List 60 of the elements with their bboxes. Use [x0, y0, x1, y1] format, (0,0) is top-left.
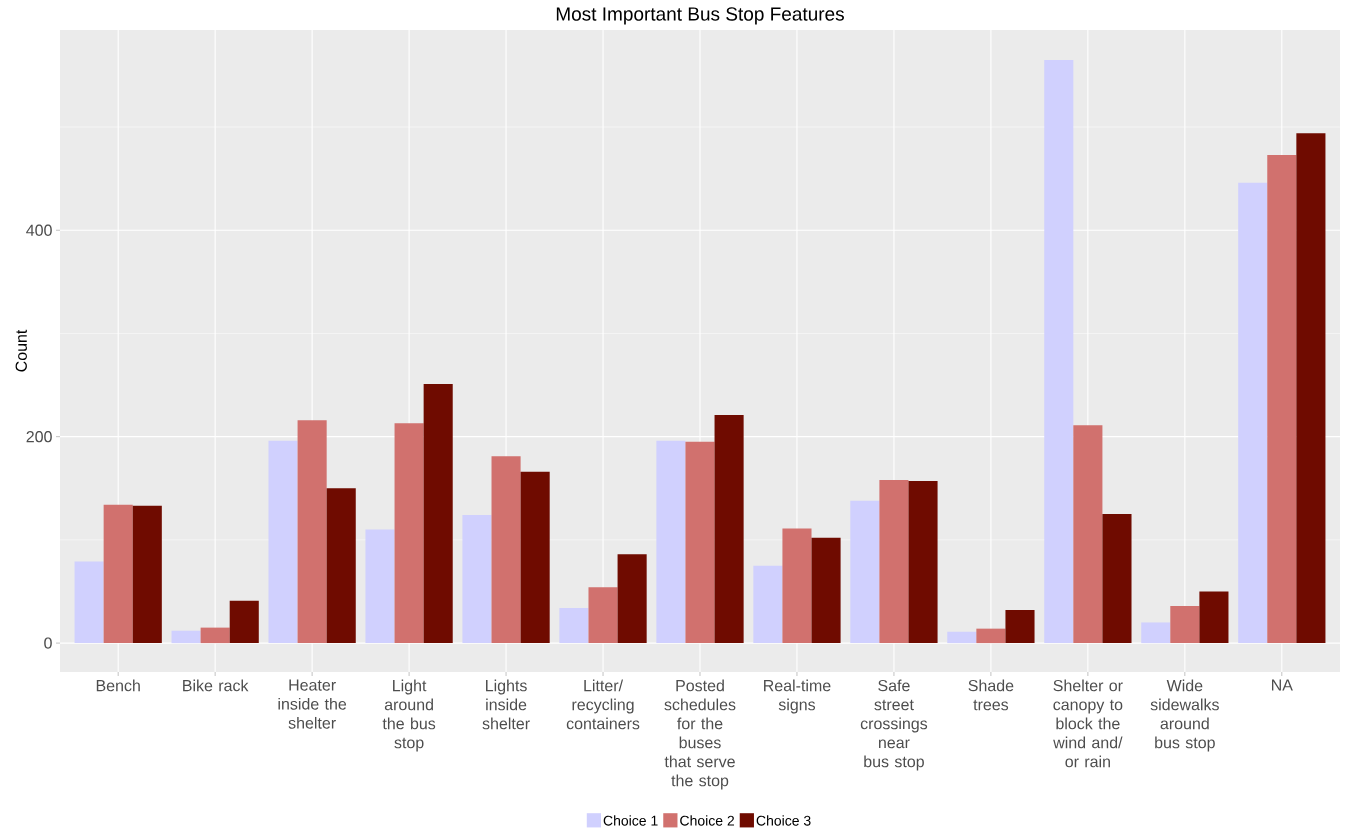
- bar: [462, 515, 492, 644]
- x-tick-label: Bike rack: [183, 679, 249, 692]
- bar: [811, 537, 841, 644]
- bar: [423, 384, 453, 644]
- bar: [617, 554, 647, 644]
- y-tick-label: 200: [26, 431, 52, 443]
- x-tick-label: NA: [1272, 679, 1293, 691]
- bar: [947, 631, 977, 644]
- bar: [1044, 59, 1074, 644]
- y-axis-title: Count: [15, 329, 27, 372]
- x-tick-label: Light around the bus stop: [382, 679, 436, 752]
- bar: [1199, 591, 1229, 644]
- bar: [229, 600, 259, 644]
- bar: [850, 500, 880, 644]
- x-tick-label: Lights inside shelter: [482, 679, 530, 730]
- bar: [1296, 133, 1326, 644]
- bar: [714, 414, 744, 644]
- y-tick-label: 400: [26, 224, 52, 236]
- bar: [782, 528, 812, 644]
- bar: [297, 420, 327, 644]
- x-tick-label: Wide sidewalks around bus stop: [1150, 679, 1219, 752]
- x-tick-label: Heater inside the shelter: [278, 679, 347, 729]
- legend-label: Choice 2: [680, 815, 735, 826]
- x-tick-label: Posted schedules for the buses that serve the stop: [664, 679, 736, 790]
- x-tick-label: Shade trees: [968, 679, 1014, 711]
- legend-label: Choice 3: [756, 815, 811, 826]
- x-tick-label: Safe street crossings near bus stop: [860, 679, 928, 771]
- x-tick-label: Bench: [96, 679, 140, 692]
- bar: [685, 441, 715, 644]
- x-tick-label: Real-time signs: [764, 679, 831, 714]
- bar: [394, 423, 424, 644]
- bar: [326, 488, 356, 644]
- bar: [1170, 605, 1200, 644]
- bar: [520, 471, 550, 644]
- bar: [491, 456, 521, 644]
- bar: [365, 529, 395, 644]
- bar: [976, 628, 1006, 644]
- x-tick-label: Shelter or canopy to block the wind and/or rain: [1053, 679, 1123, 768]
- y-tick-label: 0: [44, 637, 52, 649]
- bar: [103, 504, 133, 644]
- bar: [200, 627, 230, 644]
- bar: [132, 505, 162, 644]
- bar: [656, 440, 686, 644]
- bar: [1005, 610, 1035, 644]
- bar: [753, 565, 783, 644]
- bar: [74, 561, 104, 644]
- x-tick-label: Litter/recycling containers: [566, 679, 640, 730]
- bar: [1141, 622, 1171, 644]
- bar: [171, 630, 201, 644]
- bar: [588, 587, 618, 644]
- bar: [1073, 425, 1103, 644]
- bar: [1267, 154, 1297, 644]
- bar: [559, 608, 589, 644]
- bar: [1238, 182, 1268, 644]
- bar: [268, 440, 298, 644]
- bar: [1102, 514, 1132, 644]
- bar: [908, 481, 938, 644]
- bar: [879, 480, 909, 644]
- chart-title: Most Important Bus Stop Features: [556, 7, 844, 25]
- legend-label: Choice 1: [603, 815, 658, 826]
